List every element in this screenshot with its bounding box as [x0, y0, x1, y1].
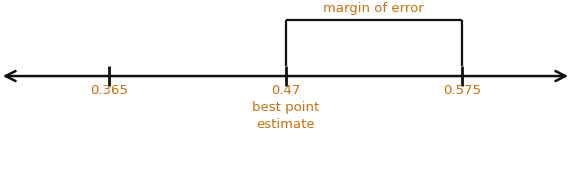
- Text: 0.365: 0.365: [90, 84, 128, 98]
- Text: margin of error: margin of error: [323, 2, 424, 15]
- Text: 0.47
best point
estimate: 0.47 best point estimate: [252, 84, 319, 131]
- Text: 0.575: 0.575: [443, 84, 481, 98]
